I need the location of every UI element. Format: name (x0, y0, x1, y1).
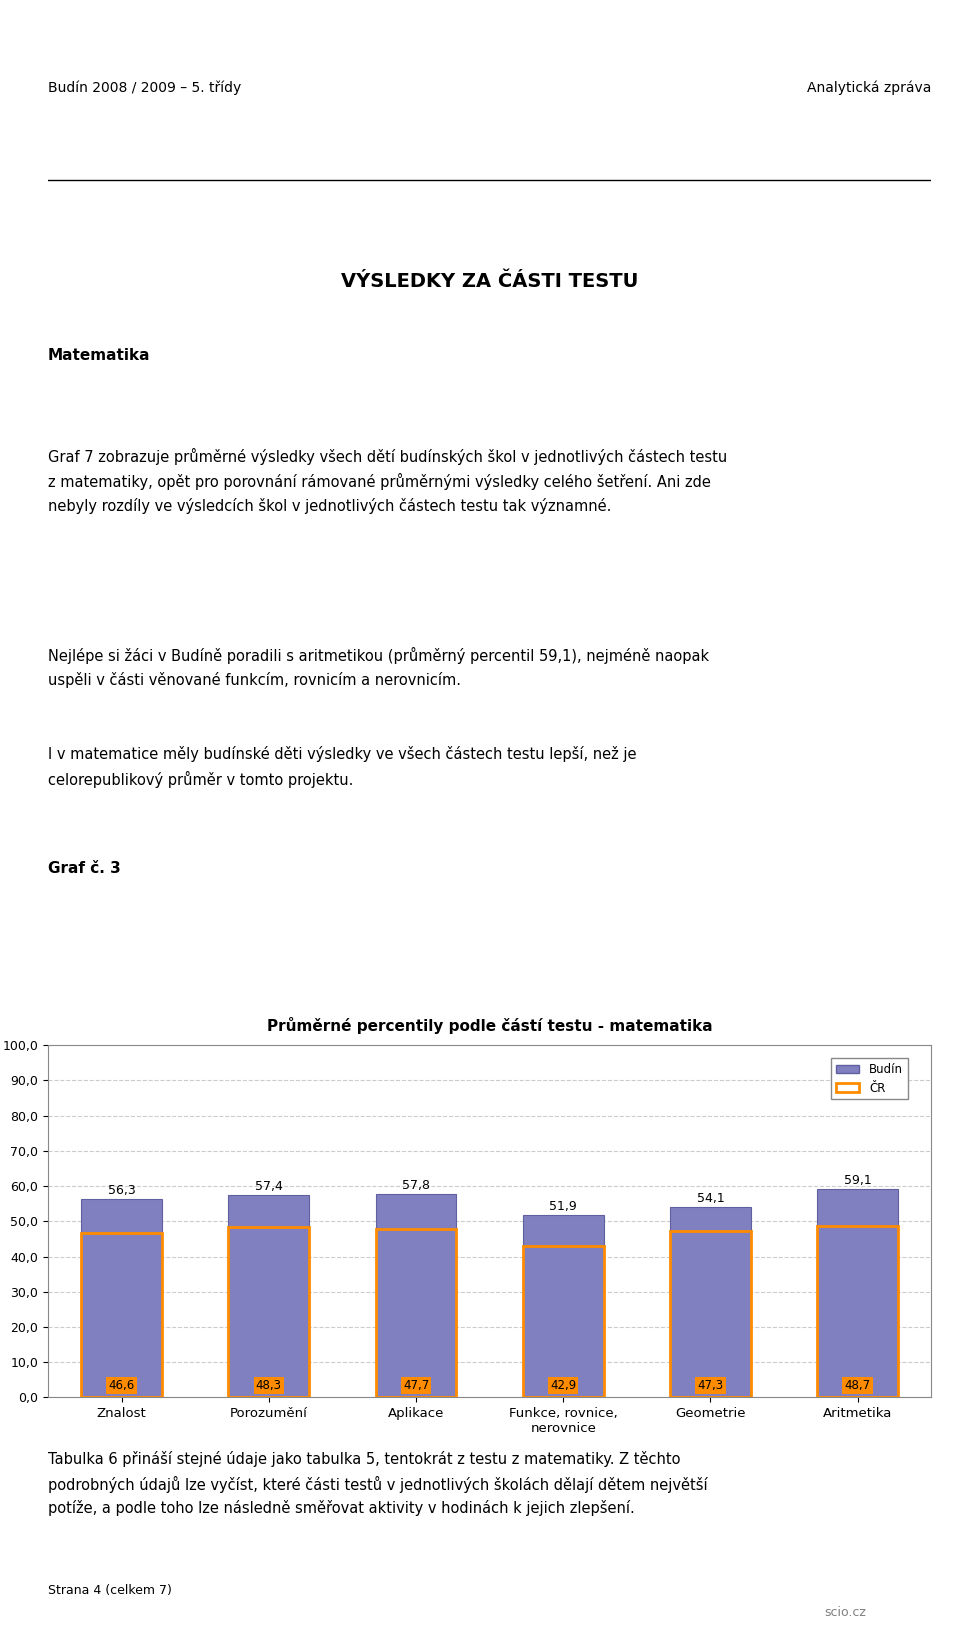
Text: 59,1: 59,1 (844, 1175, 872, 1187)
Bar (670, 1231, 751, 1397)
Text: Analytická zpráva: Analytická zpráva (806, 81, 931, 95)
Bar (670, 1207, 751, 1397)
Bar (817, 1226, 898, 1397)
Text: 57,8: 57,8 (402, 1179, 430, 1192)
Bar (228, 1228, 309, 1397)
Bar (81, 1233, 162, 1397)
Text: scio.cz: scio.cz (824, 1606, 866, 1620)
Bar (81, 1198, 162, 1397)
Text: Budín 2008 / 2009 – 5. třídy: Budín 2008 / 2009 – 5. třídy (48, 81, 241, 95)
Bar (375, 1193, 457, 1397)
Text: 48,3: 48,3 (255, 1379, 282, 1393)
Bar (522, 1246, 604, 1397)
Text: 51,9: 51,9 (549, 1200, 577, 1213)
Text: 47,7: 47,7 (403, 1379, 429, 1393)
Bar (228, 1195, 309, 1397)
Text: 57,4: 57,4 (254, 1180, 283, 1193)
Text: Matematika: Matematika (48, 347, 151, 364)
Text: 56,3: 56,3 (108, 1185, 135, 1197)
Text: Graf 7 zobrazuje průměrné výsledky všech dětí budínských škol v jednotlivých čás: Graf 7 zobrazuje průměrné výsledky všech… (48, 448, 728, 514)
Text: Graf č. 3: Graf č. 3 (48, 861, 121, 876)
Text: VÝSLEDKY ZA ČÁSTI TESTU: VÝSLEDKY ZA ČÁSTI TESTU (341, 272, 638, 290)
Text: I v matematice měly budínské děti výsledky ve všech částech testu lepší, než je
: I v matematice měly budínské děti výsled… (48, 746, 636, 788)
Text: Strana 4 (celkem 7): Strana 4 (celkem 7) (48, 1583, 172, 1597)
Legend: Budín, ČR: Budín, ČR (831, 1058, 907, 1100)
Text: 47,3: 47,3 (697, 1379, 724, 1393)
Text: 54,1: 54,1 (697, 1192, 724, 1205)
Bar (375, 1230, 457, 1397)
Title: Průměrné percentily podle částí testu - matematika: Průměrné percentily podle částí testu - … (267, 1017, 712, 1034)
Text: 42,9: 42,9 (550, 1379, 576, 1393)
Bar (522, 1215, 604, 1397)
Text: 48,7: 48,7 (845, 1379, 871, 1393)
Bar (817, 1190, 898, 1397)
Text: 46,6: 46,6 (108, 1379, 134, 1393)
Text: Nejlépe si žáci v Budíně poradili s aritmetikou (průměrný percentil 59,1), nejmé: Nejlépe si žáci v Budíně poradili s arit… (48, 647, 709, 688)
Text: Tabulka 6 přináší stejné údaje jako tabulka 5, tentokrát z testu z matematiky. Z: Tabulka 6 přináší stejné údaje jako tabu… (48, 1452, 708, 1516)
